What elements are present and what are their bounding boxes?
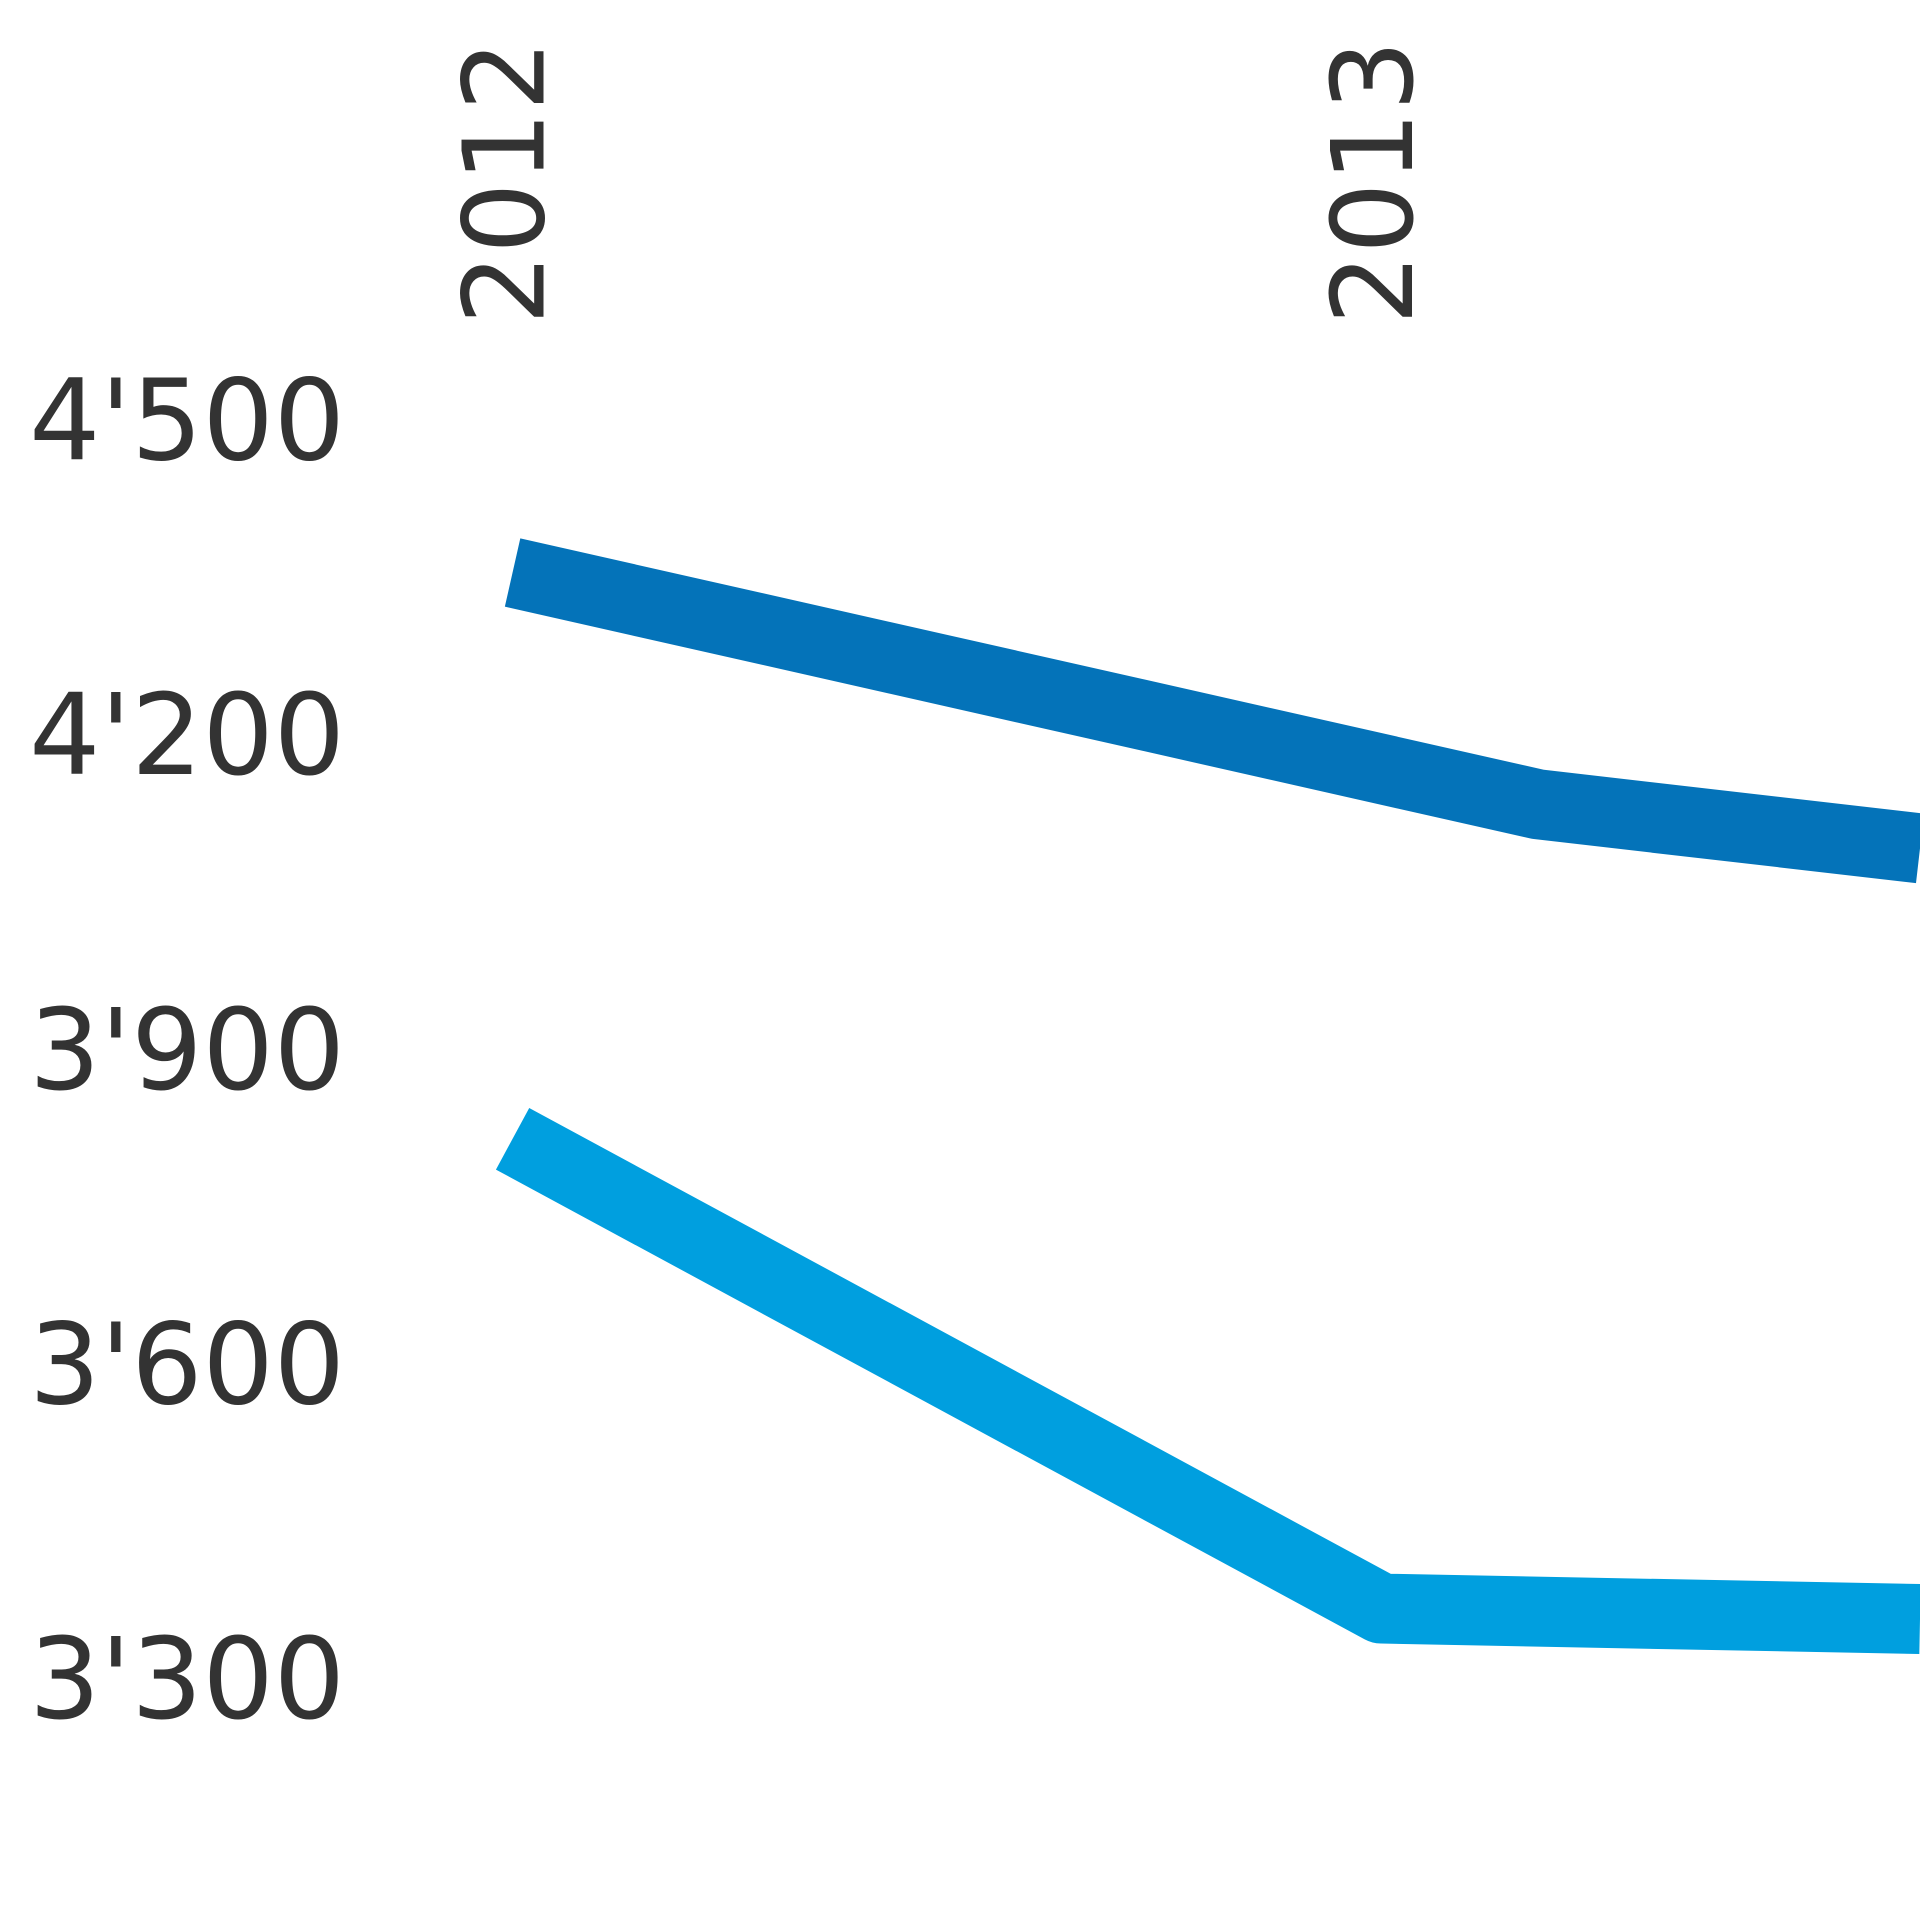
line	[495, 1108, 1920, 1655]
x-tick-label: 2012	[440, 40, 570, 325]
y-tick-label: 4'200	[29, 671, 345, 801]
y-tick-label: 3'600	[29, 1300, 345, 1430]
y-tick-label: 3'300	[29, 1615, 345, 1745]
line	[504, 538, 1920, 884]
x-tick-label: 2013	[1309, 40, 1439, 325]
y-tick-label: 4'500	[29, 357, 345, 487]
y-tick-label: 3'900	[29, 986, 345, 1116]
